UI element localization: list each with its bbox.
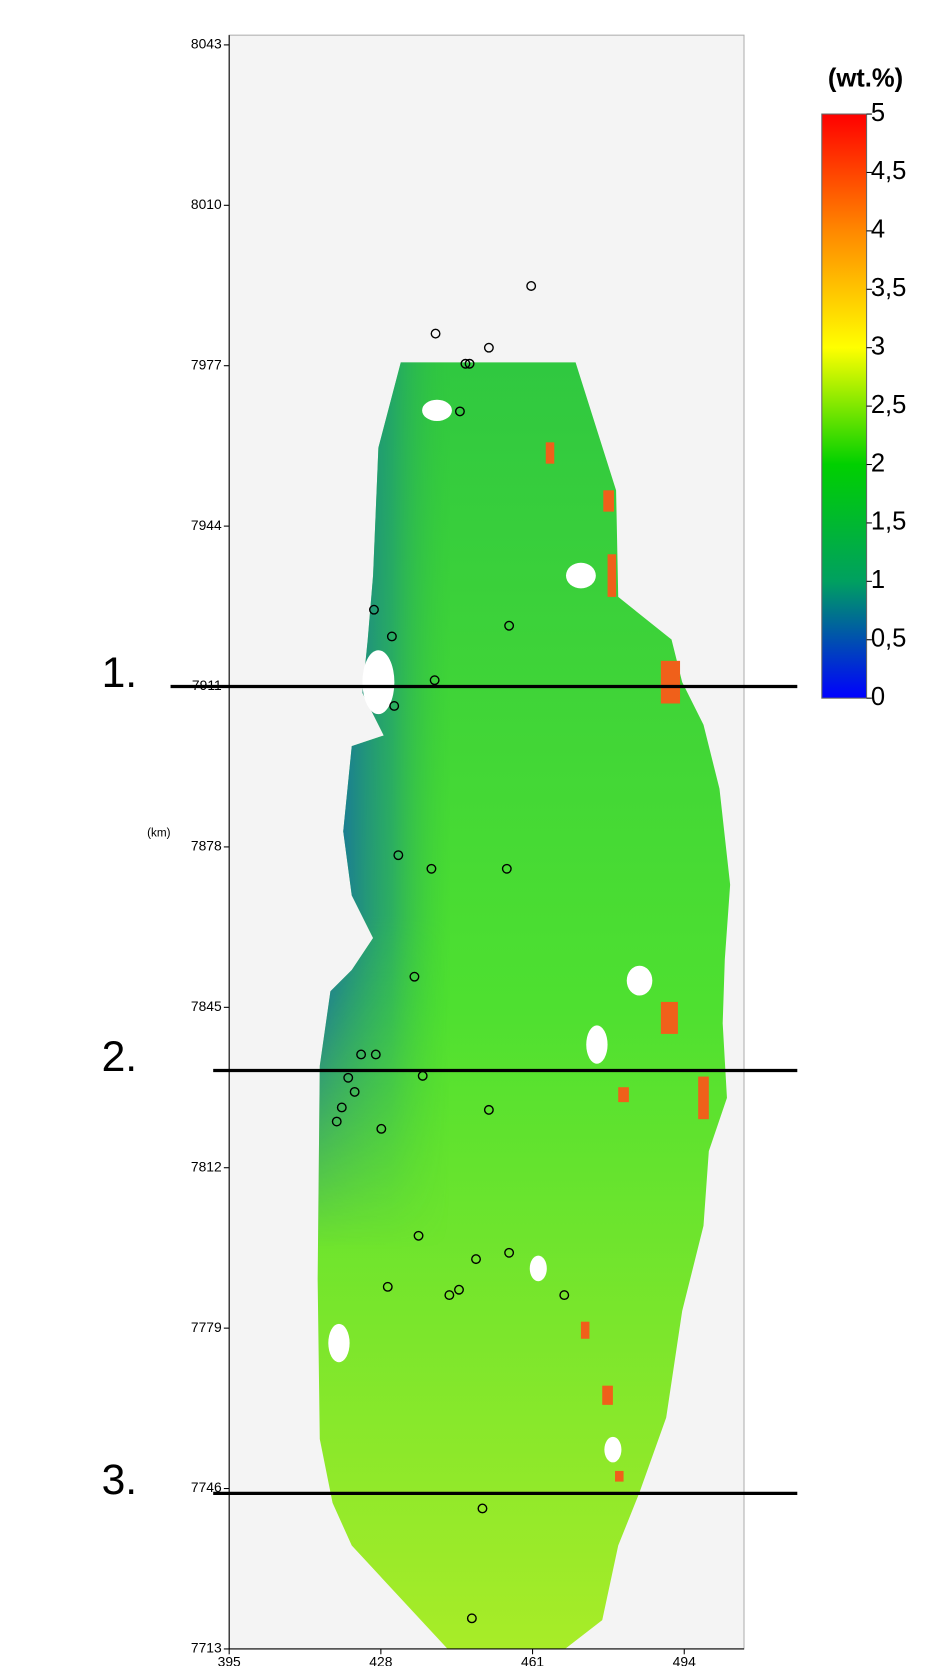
- sample-point: [483, 1104, 494, 1115]
- y-tick-label: 7878: [191, 838, 222, 854]
- colorbar-tick-label: 0: [871, 683, 885, 711]
- x-tick-label: 428: [369, 1653, 392, 1666]
- sample-point: [501, 863, 512, 874]
- sample-point: [466, 1613, 477, 1624]
- field-low-zone: [317, 362, 731, 1649]
- y-tick-label: 7977: [191, 356, 222, 372]
- y-tick-label: 7845: [191, 998, 222, 1014]
- sample-point: [426, 863, 437, 874]
- colorbar-tick-label: 2: [871, 449, 885, 477]
- field-high-spots: [545, 442, 709, 1482]
- colorbar-tick-label: 3,5: [871, 274, 907, 302]
- sample-point: [460, 358, 471, 369]
- sample-point: [370, 1049, 381, 1060]
- colorbar-tick-label: 1: [871, 566, 885, 594]
- x-tick-label: 461: [521, 1653, 544, 1666]
- sample-point: [376, 1123, 387, 1134]
- y-axis-label: (km): [147, 827, 171, 840]
- sample-point: [393, 850, 404, 861]
- field: [317, 362, 731, 1649]
- colorbar-title: (wt.%): [828, 65, 903, 93]
- sample-point: [504, 1247, 515, 1258]
- sample-point: [409, 971, 420, 982]
- sample-point: [454, 1284, 464, 1295]
- section-label: 3.: [102, 1456, 138, 1504]
- colorbar-tick-label: 5: [871, 99, 885, 127]
- sample-point: [413, 1230, 424, 1241]
- sample-point: [559, 1290, 570, 1301]
- sample-point: [471, 1254, 481, 1265]
- x-tick-label: 395: [218, 1653, 241, 1666]
- colorbar-tick-label: 0,5: [871, 625, 907, 653]
- section-label: 2.: [102, 1033, 138, 1081]
- colorbar-tick-label: 4,5: [871, 157, 907, 185]
- sample-point: [454, 406, 465, 417]
- sample-point: [349, 1086, 360, 1097]
- colorbar-tick-label: 3: [871, 332, 885, 360]
- y-tick-label: 7746: [191, 1479, 222, 1495]
- section-label: 1.: [102, 649, 138, 697]
- sample-point: [386, 631, 397, 642]
- sample-point: [382, 1281, 393, 1292]
- y-tick-label: 8043: [191, 36, 222, 52]
- y-tick-label: 7779: [191, 1319, 222, 1335]
- sample-point: [356, 1049, 367, 1060]
- sample-point: [444, 1290, 455, 1301]
- y-tick-label: 7944: [191, 517, 222, 533]
- sample-point: [483, 342, 494, 353]
- y-tick-label: 7713: [191, 1640, 222, 1656]
- sample-point: [331, 1116, 342, 1127]
- sample-point: [389, 701, 400, 711]
- sample-point: [526, 281, 537, 291]
- colorbar-tick-label: 2,5: [871, 391, 907, 419]
- sample-point: [336, 1102, 347, 1113]
- y-tick-label: 7812: [191, 1158, 222, 1174]
- colorbar: [821, 113, 868, 699]
- sample-point: [464, 358, 475, 369]
- x-tick-label: 494: [673, 1653, 696, 1666]
- sample-point: [430, 328, 441, 339]
- y-tick-label: 8010: [191, 196, 222, 212]
- sample-point: [343, 1072, 354, 1083]
- sample-point: [477, 1503, 488, 1514]
- field-gaps: [328, 399, 653, 1463]
- sample-point: [429, 675, 440, 686]
- colorbar-tick-label: 4: [871, 216, 885, 244]
- sample-point: [504, 620, 515, 631]
- sample-point: [369, 604, 379, 615]
- colorbar-tick-label: 1,5: [871, 508, 907, 536]
